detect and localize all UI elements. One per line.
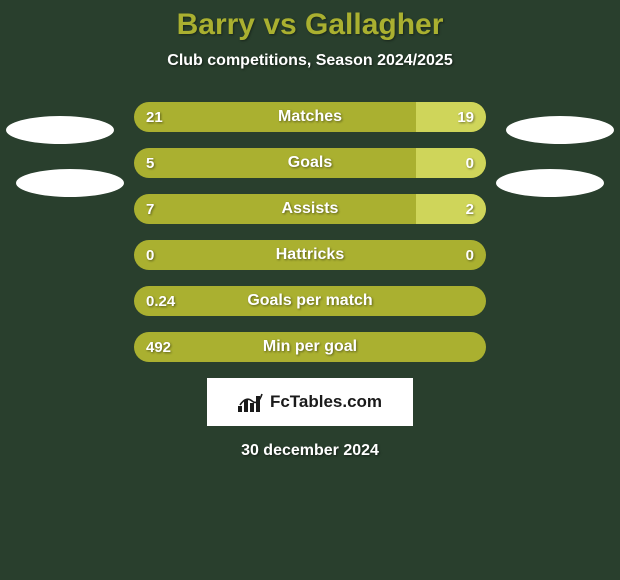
- stat-right-value: 19: [457, 102, 474, 132]
- stat-label: Goals per match: [134, 286, 486, 316]
- stat-row: 0.24Goals per match: [134, 286, 486, 316]
- stat-row: 0Hattricks0: [134, 240, 486, 270]
- stat-label: Goals: [134, 148, 486, 178]
- stat-row: 5Goals0: [134, 148, 486, 178]
- stat-right-value: 0: [466, 148, 474, 178]
- stat-label: Min per goal: [134, 332, 486, 362]
- logo-box: FcTables.com: [207, 378, 413, 426]
- player-left-avatar-placeholder-1: [6, 116, 114, 144]
- fctables-logo-icon: [238, 392, 264, 412]
- comparison-chart: 21Matches195Goals07Assists20Hattricks00.…: [0, 102, 620, 362]
- stat-row: 492Min per goal: [134, 332, 486, 362]
- stat-right-value: 2: [466, 194, 474, 224]
- player-right-avatar-placeholder-2: [496, 169, 604, 197]
- stat-label: Hattricks: [134, 240, 486, 270]
- stat-right-value: 0: [466, 240, 474, 270]
- stat-rows: 21Matches195Goals07Assists20Hattricks00.…: [134, 102, 486, 362]
- logo-text: FcTables.com: [270, 392, 382, 412]
- page-title: Barry vs Gallagher: [0, 0, 620, 42]
- stat-row: 7Assists2: [134, 194, 486, 224]
- stat-label: Assists: [134, 194, 486, 224]
- stat-label: Matches: [134, 102, 486, 132]
- player-right-avatar-placeholder-1: [506, 116, 614, 144]
- date-label: 30 december 2024: [0, 442, 620, 460]
- stat-row: 21Matches19: [134, 102, 486, 132]
- player-left-avatar-placeholder-2: [16, 169, 124, 197]
- subtitle: Club competitions, Season 2024/2025: [0, 52, 620, 70]
